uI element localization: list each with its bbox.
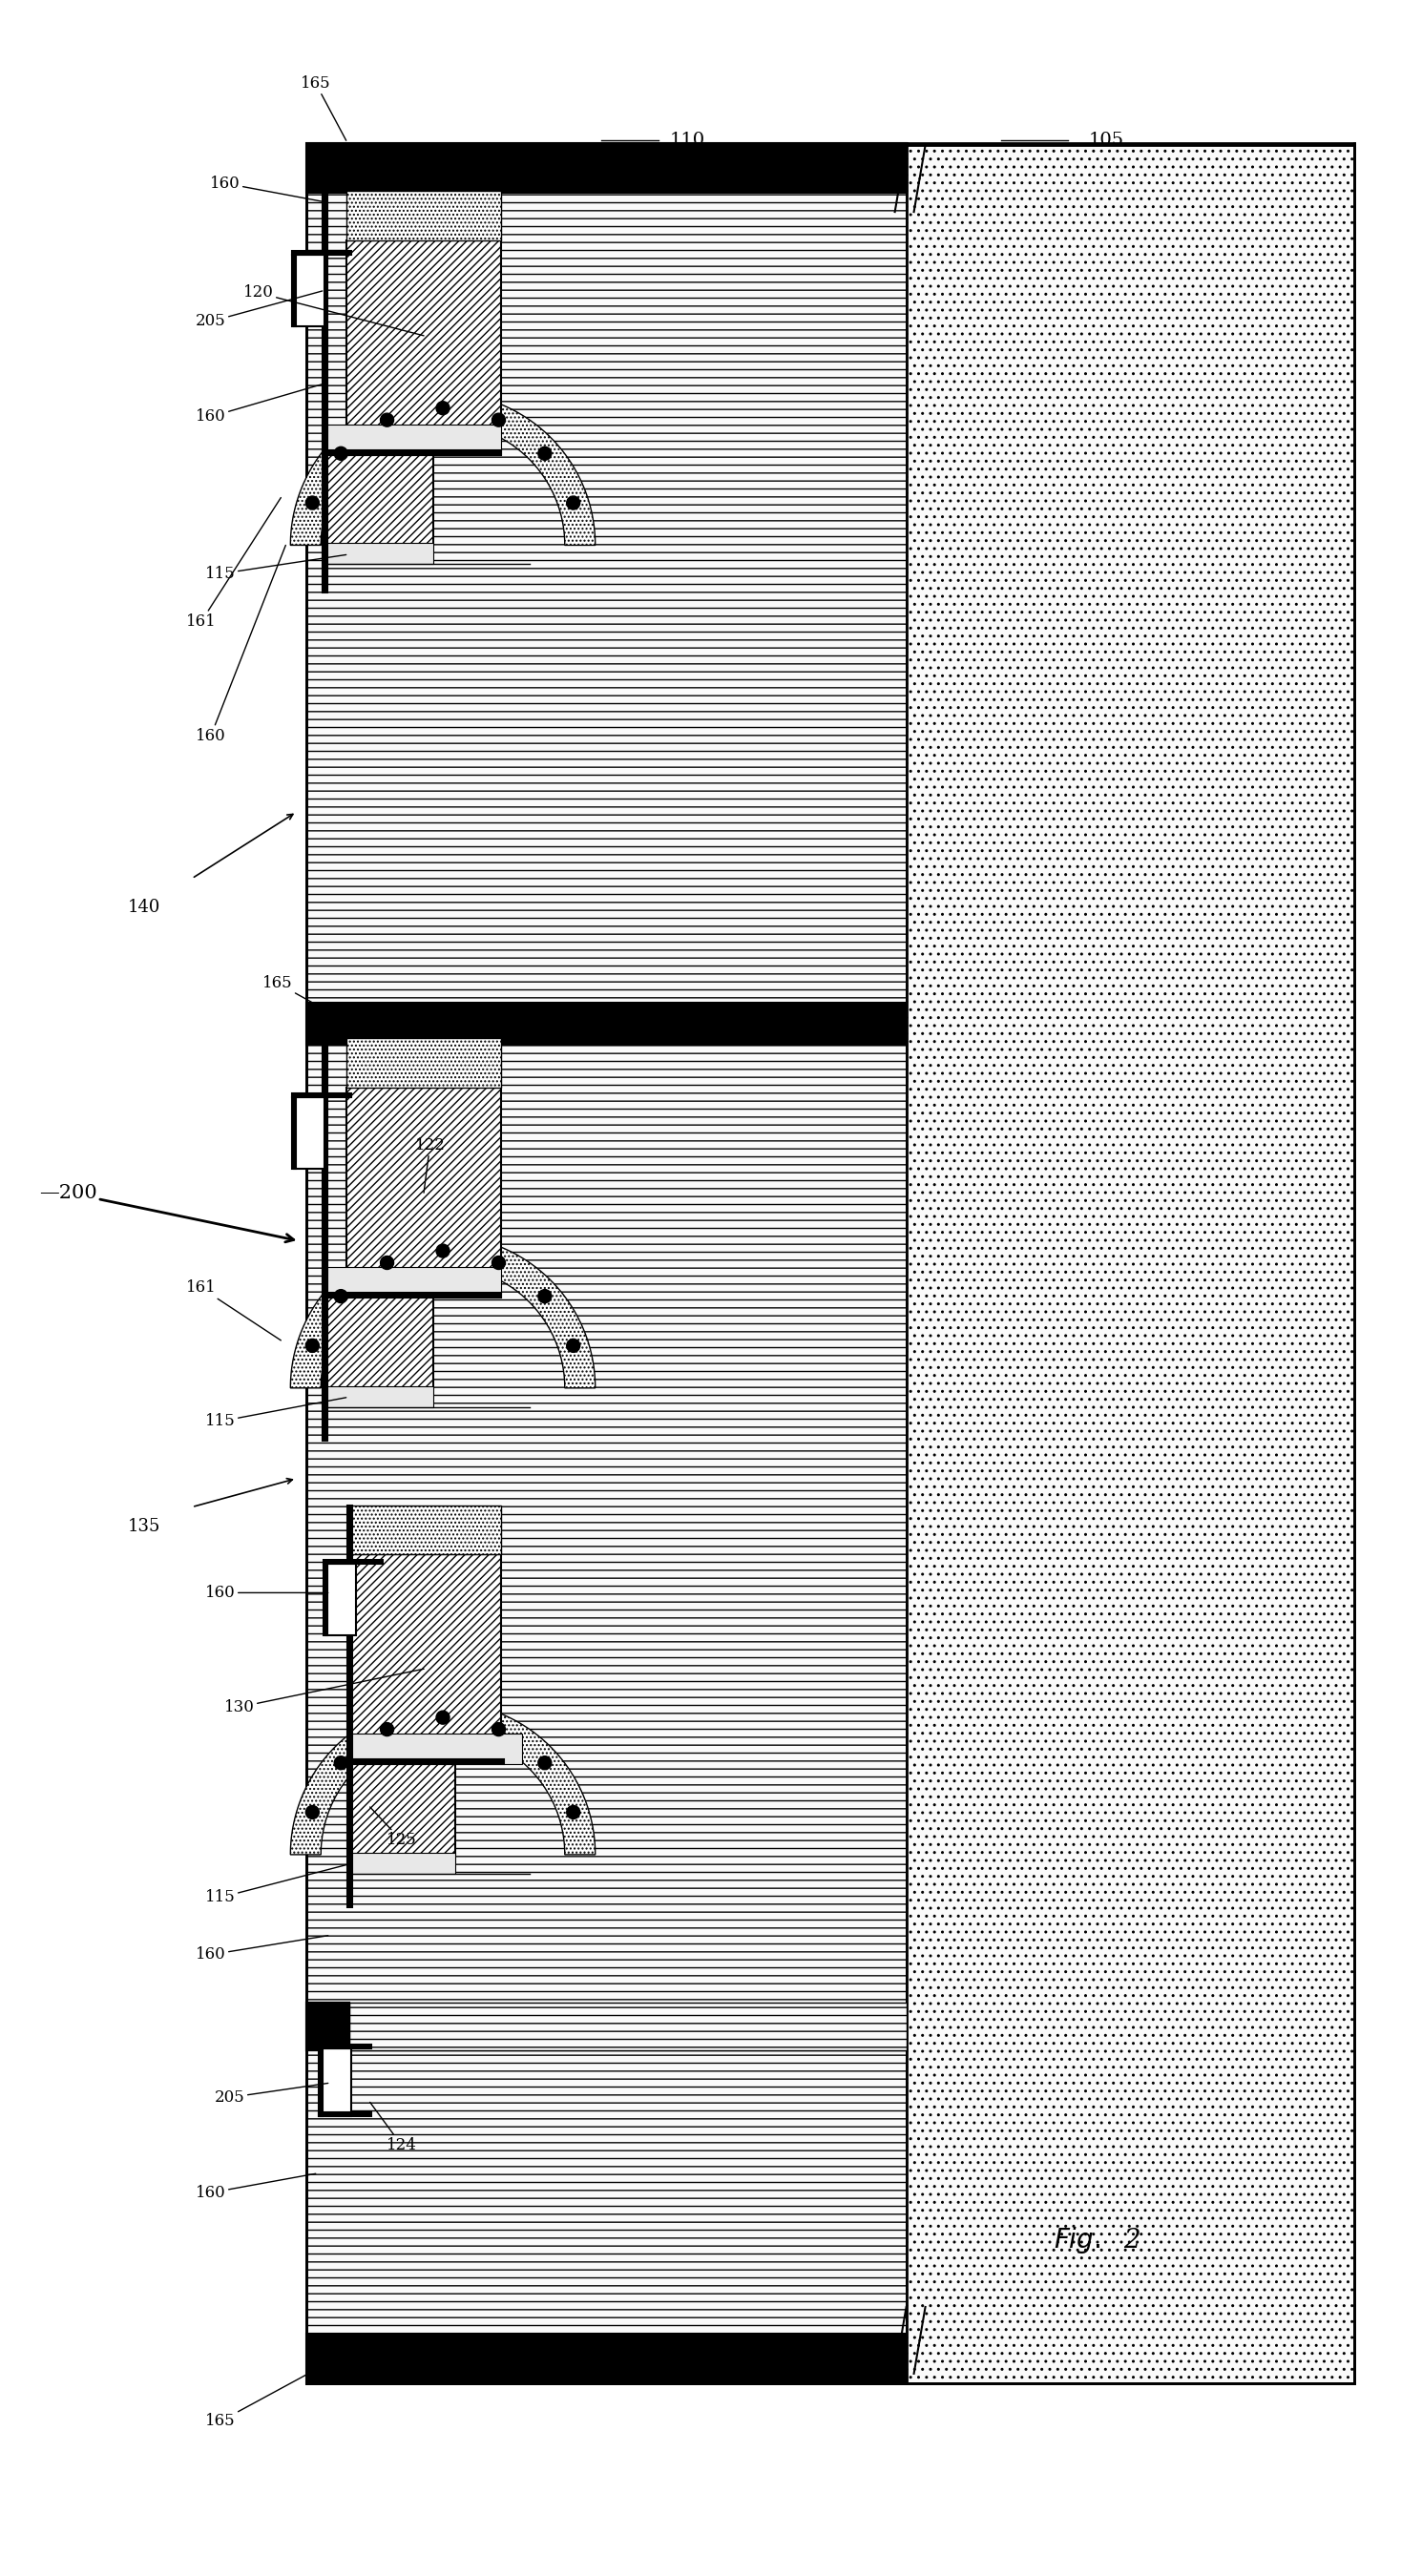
Bar bbox=[294, 255, 324, 327]
Text: 205: 205 bbox=[196, 291, 323, 330]
Bar bbox=[326, 1298, 432, 1388]
Circle shape bbox=[334, 1757, 347, 1770]
Bar bbox=[323, 1293, 502, 1298]
Text: 110: 110 bbox=[670, 131, 705, 149]
Text: 165: 165 bbox=[263, 976, 346, 1020]
Bar bbox=[323, 1561, 383, 1564]
Bar bbox=[319, 2112, 371, 2117]
Bar bbox=[319, 2048, 323, 2117]
Bar bbox=[346, 1038, 502, 1087]
Text: 122: 122 bbox=[415, 1136, 445, 1193]
Text: 160: 160 bbox=[196, 1935, 328, 1963]
Circle shape bbox=[437, 402, 449, 415]
Bar bbox=[351, 1852, 455, 1873]
Text: 115: 115 bbox=[205, 1399, 346, 1430]
Bar bbox=[294, 1097, 324, 1170]
Text: 160: 160 bbox=[196, 384, 326, 425]
Bar bbox=[326, 1564, 356, 1636]
Text: 160: 160 bbox=[210, 175, 327, 204]
Text: 205: 205 bbox=[215, 2084, 328, 2105]
Circle shape bbox=[538, 1291, 552, 1303]
Bar bbox=[320, 2048, 351, 2117]
Circle shape bbox=[381, 412, 394, 428]
Circle shape bbox=[437, 1244, 449, 1257]
Text: 165: 165 bbox=[205, 2360, 334, 2429]
Bar bbox=[348, 1556, 502, 1736]
Bar bbox=[906, 144, 1354, 2383]
Bar bbox=[346, 1087, 502, 1270]
Bar bbox=[347, 1734, 522, 1765]
Circle shape bbox=[334, 1291, 347, 1303]
Polygon shape bbox=[290, 1703, 596, 1855]
Bar bbox=[326, 425, 502, 456]
Text: 115: 115 bbox=[205, 1865, 348, 1906]
Bar bbox=[348, 2007, 906, 2050]
Bar bbox=[326, 544, 432, 564]
Bar bbox=[292, 250, 351, 255]
Text: 124: 124 bbox=[370, 2102, 417, 2154]
Bar bbox=[292, 1095, 351, 1097]
Circle shape bbox=[306, 1806, 319, 1819]
Text: 135: 135 bbox=[128, 1517, 161, 1535]
Bar bbox=[346, 191, 502, 240]
Bar bbox=[323, 451, 502, 456]
Text: 161: 161 bbox=[186, 497, 282, 629]
Text: 125: 125 bbox=[370, 1806, 417, 1850]
Text: 120: 120 bbox=[243, 286, 424, 335]
Bar bbox=[347, 1759, 505, 1765]
Text: 160: 160 bbox=[196, 546, 286, 744]
Circle shape bbox=[566, 1340, 580, 1352]
Polygon shape bbox=[290, 1236, 596, 1388]
Bar bbox=[348, 2002, 906, 2050]
Bar bbox=[306, 2002, 348, 2050]
Circle shape bbox=[492, 1723, 505, 1736]
Text: 160: 160 bbox=[205, 1584, 328, 1600]
Text: 115: 115 bbox=[205, 554, 346, 582]
Text: 105: 105 bbox=[1089, 131, 1123, 149]
Circle shape bbox=[306, 1340, 319, 1352]
Text: 140: 140 bbox=[128, 899, 161, 914]
Text: —200: —200 bbox=[40, 1185, 294, 1242]
Polygon shape bbox=[290, 394, 596, 546]
Text: $\it{Fig.}$  2: $\it{Fig.}$ 2 bbox=[1054, 2226, 1140, 2257]
Text: 160: 160 bbox=[196, 2174, 316, 2200]
Bar bbox=[306, 2334, 906, 2383]
Bar bbox=[323, 191, 327, 592]
Bar bbox=[306, 144, 906, 193]
Circle shape bbox=[381, 1257, 394, 1270]
Circle shape bbox=[492, 1257, 505, 1270]
Bar bbox=[351, 1765, 455, 1855]
Circle shape bbox=[566, 1806, 580, 1819]
Bar bbox=[292, 255, 296, 327]
Circle shape bbox=[334, 446, 347, 461]
Text: 130: 130 bbox=[225, 1669, 424, 1716]
Text: 165: 165 bbox=[300, 75, 346, 142]
Bar bbox=[347, 1504, 351, 1906]
Circle shape bbox=[306, 497, 319, 510]
Bar bbox=[292, 1097, 296, 1170]
Bar bbox=[306, 144, 906, 2383]
Bar bbox=[326, 1267, 502, 1298]
Bar bbox=[346, 240, 502, 425]
Bar bbox=[319, 2045, 371, 2048]
Bar bbox=[326, 456, 432, 546]
Bar bbox=[306, 2002, 348, 2050]
Bar bbox=[326, 1386, 432, 1406]
Circle shape bbox=[538, 1757, 552, 1770]
Text: 161: 161 bbox=[186, 1280, 282, 1340]
Circle shape bbox=[381, 1723, 394, 1736]
Bar bbox=[323, 1038, 327, 1440]
Circle shape bbox=[566, 497, 580, 510]
Circle shape bbox=[538, 446, 552, 461]
Bar bbox=[323, 1564, 327, 1636]
Bar bbox=[348, 1504, 502, 1556]
Circle shape bbox=[437, 1710, 449, 1723]
Bar bbox=[306, 1002, 906, 1046]
Circle shape bbox=[492, 412, 505, 428]
